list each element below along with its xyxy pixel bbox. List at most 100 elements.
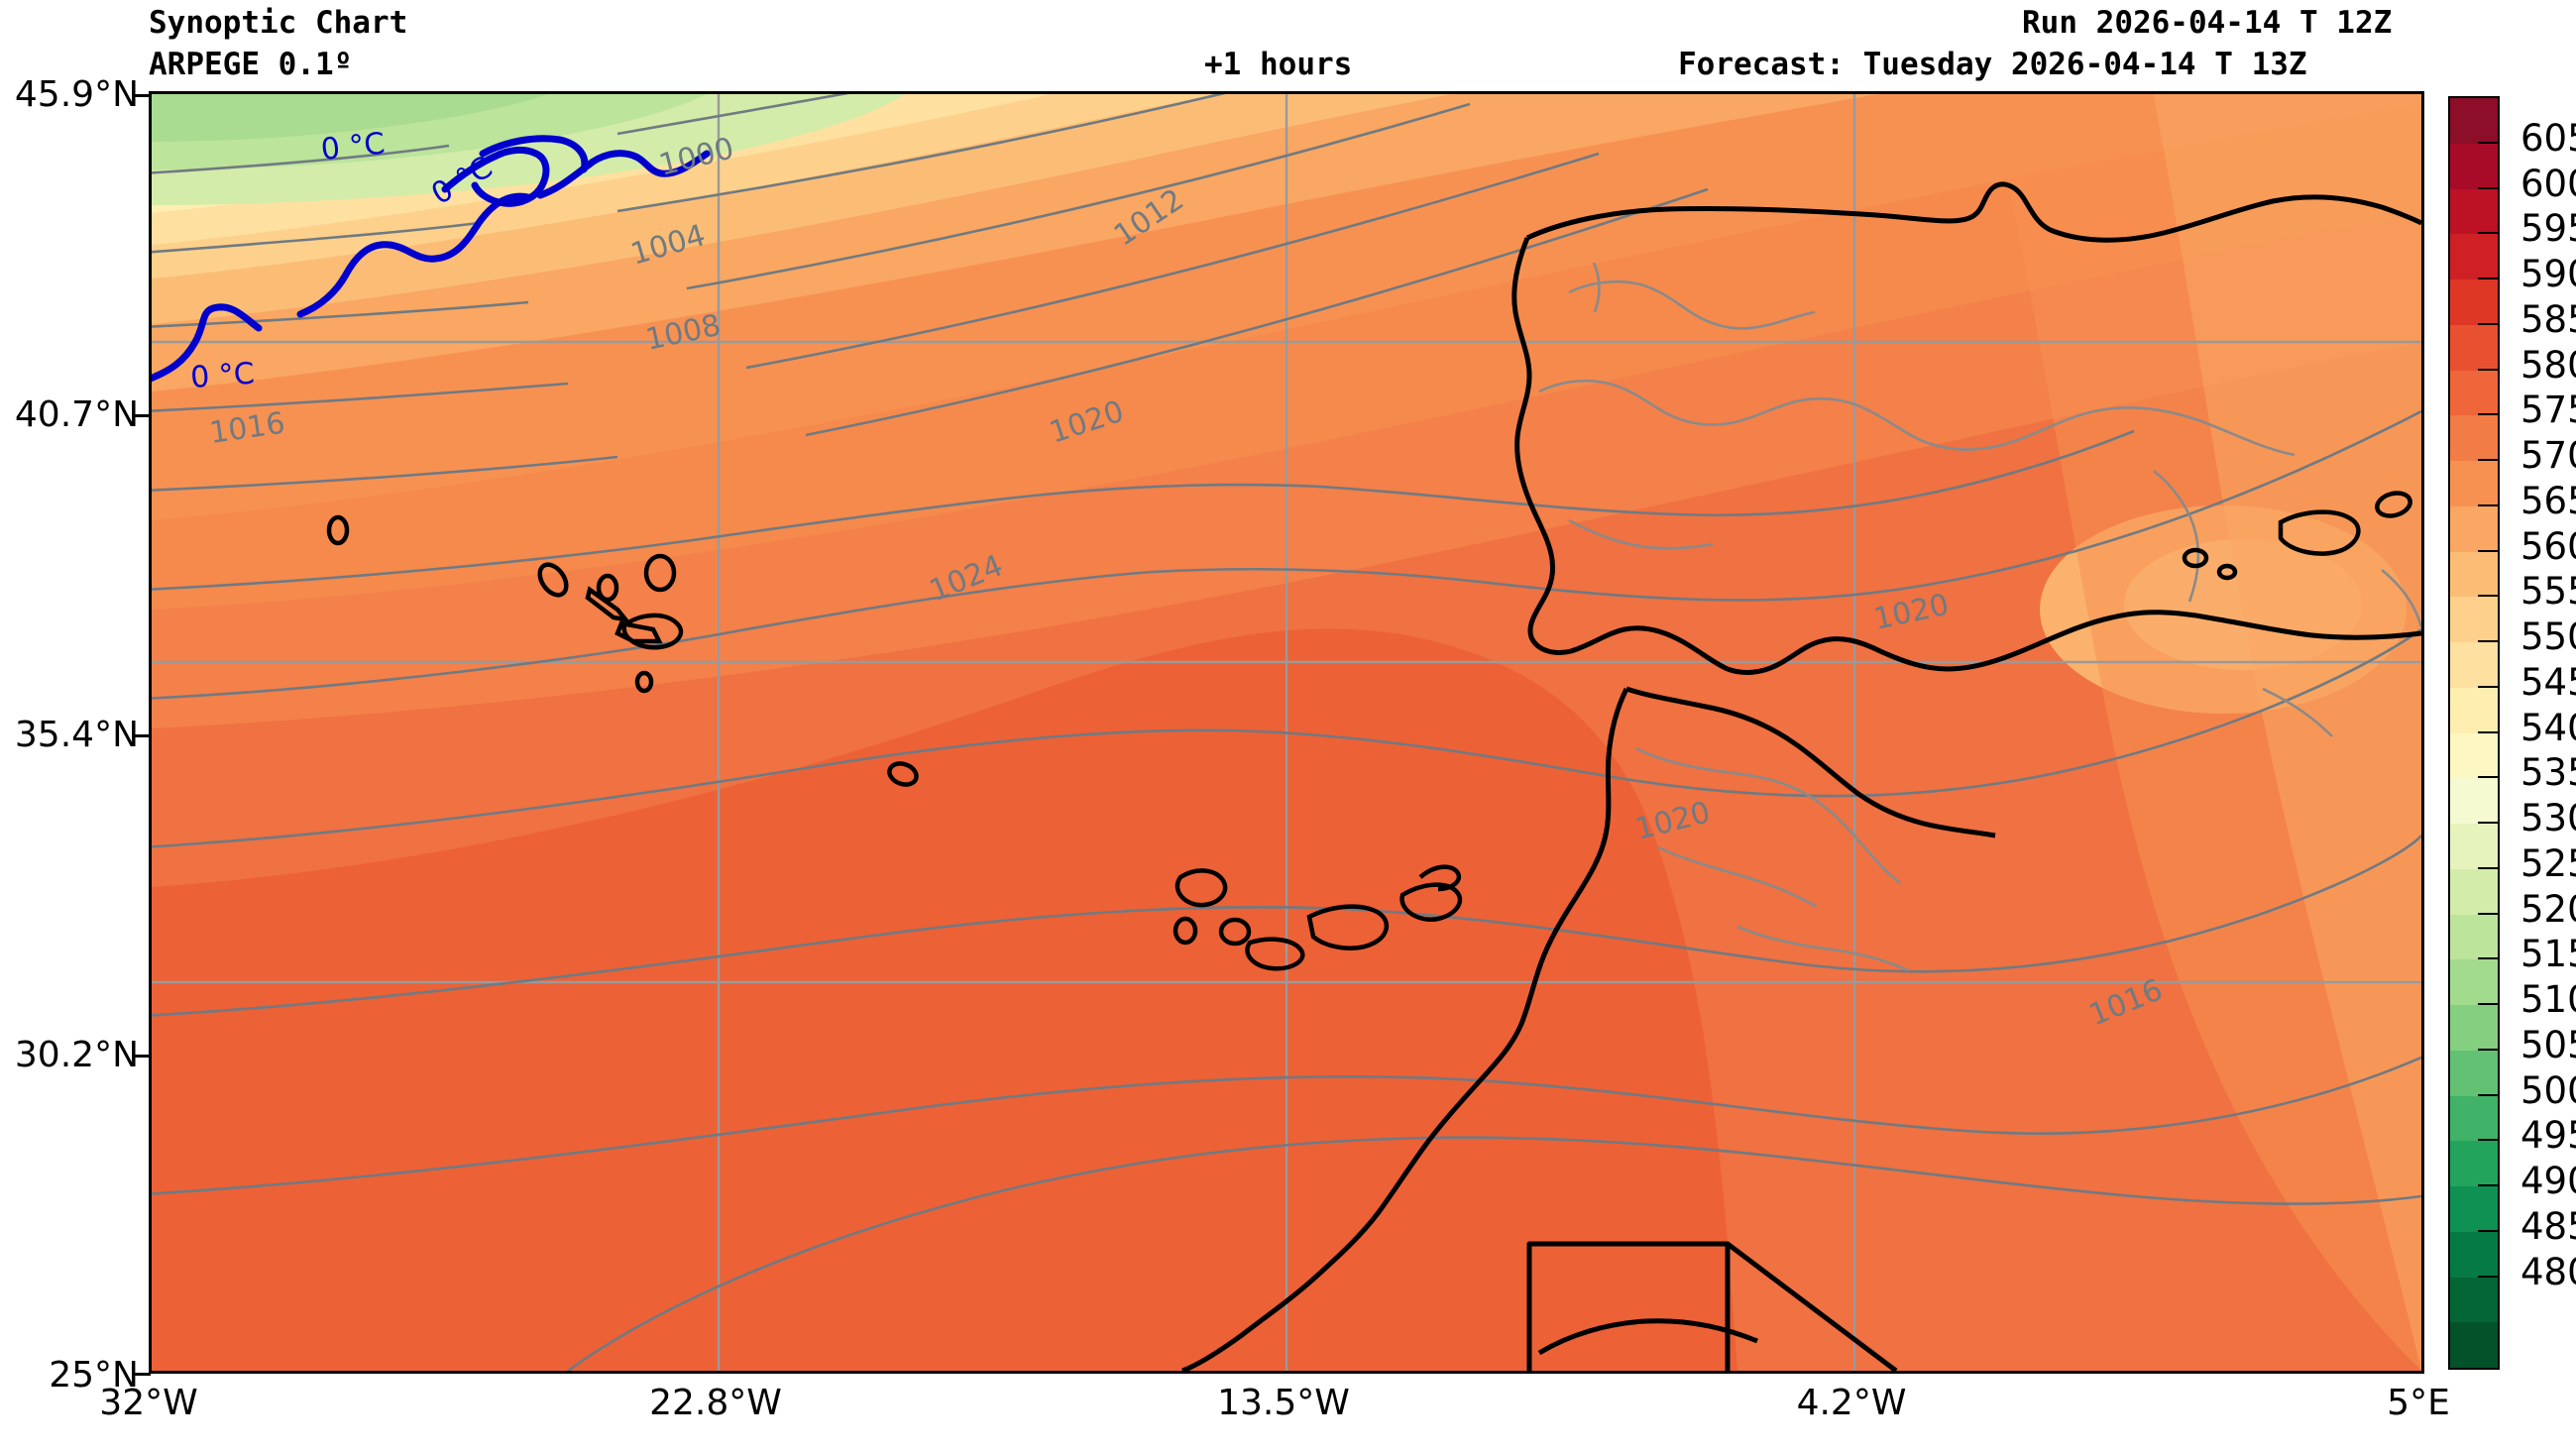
colorbar-tick-label: 605 bbox=[2520, 116, 2576, 160]
colorbar-tick-label: 555 bbox=[2520, 570, 2576, 614]
colorbar-tick-label: 490 bbox=[2520, 1160, 2576, 1202]
colorbar-tick-mark bbox=[2478, 413, 2500, 416]
map-plot-area: 1000 1004 1008 1012 1016 1020 1024 1020 … bbox=[149, 91, 2424, 1374]
colorbar-tick-label: 485 bbox=[2520, 1204, 2576, 1248]
colorbar[interactable] bbox=[2448, 96, 2500, 1370]
colorbar-segment bbox=[2450, 868, 2498, 915]
map-canvas: 1000 1004 1008 1012 1016 1020 1024 1020 … bbox=[152, 94, 2421, 1371]
lat-tick: 30.2°N bbox=[14, 1035, 139, 1075]
colorbar-tick-label: 535 bbox=[2520, 751, 2576, 795]
colorbar-tick-label: 515 bbox=[2520, 933, 2576, 976]
colorbar-tick-mark bbox=[2478, 1139, 2500, 1142]
coastline bbox=[1181, 181, 2421, 1371]
run-label: Run 2026-04-14 T 12Z bbox=[2022, 5, 2393, 41]
colorbar-tick-mark bbox=[2478, 368, 2500, 371]
colorbar-tick-mark bbox=[2478, 459, 2500, 461]
freezing-label: 0 °C bbox=[319, 126, 387, 168]
colorbar-tick-mark bbox=[2478, 1048, 2500, 1051]
lon-tick: 4.2°W bbox=[1796, 1383, 1907, 1423]
colorbar-segment bbox=[2450, 551, 2498, 598]
colorbar-tick-mark bbox=[2478, 822, 2500, 824]
colorbar-tick-mark bbox=[2478, 141, 2500, 144]
colorbar-segment bbox=[2450, 778, 2498, 824]
colorbar-tick-mark bbox=[2478, 595, 2500, 598]
band-585 bbox=[152, 628, 1737, 1371]
colorbar-tick-label: 585 bbox=[2520, 297, 2576, 341]
lat-tick-mark bbox=[135, 414, 151, 417]
colorbar-tick-mark bbox=[2478, 912, 2500, 915]
colorbar-tick-label: 480 bbox=[2520, 1250, 2576, 1293]
chart-header: Synoptic Chart ARPEGE 0.1º +1 hours Run … bbox=[0, 0, 2576, 91]
colorbar-segment bbox=[2450, 415, 2498, 461]
lat-tick-mark bbox=[135, 734, 151, 737]
colorbar-tick-label: 575 bbox=[2520, 389, 2576, 432]
colorbar-segment bbox=[2450, 1231, 2498, 1278]
colorbar-tick-mark bbox=[2478, 866, 2500, 869]
lead-time-label: +1 hours bbox=[1204, 47, 1353, 82]
lat-tick-mark bbox=[135, 1055, 151, 1058]
lon-tick: 13.5°W bbox=[1217, 1383, 1350, 1423]
colorbar-tick-label: 580 bbox=[2520, 343, 2576, 387]
colorbar-segment bbox=[2450, 1141, 2498, 1186]
colorbar-segment bbox=[2450, 1186, 2498, 1232]
colorbar-tick-label: 600 bbox=[2520, 162, 2576, 205]
colorbar-tick-mark bbox=[2478, 640, 2500, 642]
colorbar-tick-label: 495 bbox=[2520, 1114, 2576, 1158]
colorbar-segment bbox=[2450, 98, 2498, 144]
lat-tick: 45.9°N bbox=[14, 74, 139, 115]
colorbar-tick-label: 520 bbox=[2520, 887, 2576, 931]
colorbar-segment bbox=[2450, 597, 2498, 642]
colorbar-segment bbox=[2450, 370, 2498, 416]
freezing-level-contour bbox=[152, 135, 711, 383]
colorbar-tick-mark bbox=[2478, 186, 2500, 189]
colorbar-tick-label: 570 bbox=[2520, 434, 2576, 477]
page-title: Synoptic Chart bbox=[149, 5, 408, 41]
colorbar-segment bbox=[2450, 1005, 2498, 1051]
colorbar-tick-mark bbox=[2478, 1184, 2500, 1186]
colorbar-segment bbox=[2450, 188, 2498, 235]
lat-tick-mark bbox=[135, 94, 151, 97]
colorbar-segment bbox=[2450, 324, 2498, 371]
colorbar-segment bbox=[2450, 687, 2498, 733]
colorbar-tick-mark bbox=[2478, 685, 2500, 688]
admin-borders bbox=[1538, 262, 2421, 972]
model-label: ARPEGE 0.1º bbox=[149, 47, 353, 82]
freezing-label: 0 °C bbox=[189, 357, 256, 395]
colorbar-tick-mark bbox=[2478, 232, 2500, 235]
colorbar-tick-mark bbox=[2478, 1229, 2500, 1232]
colorbar-segment bbox=[2450, 914, 2498, 960]
colorbar-segment bbox=[2450, 1050, 2498, 1096]
colorbar-segment bbox=[2450, 824, 2498, 869]
colorbar-tick-label: 540 bbox=[2520, 706, 2576, 749]
colorbar-tick-mark bbox=[2478, 730, 2500, 733]
colorbar-tick-mark bbox=[2478, 1003, 2500, 1005]
colorbar-tick-mark bbox=[2478, 503, 2500, 506]
colorbar-tick-mark bbox=[2478, 278, 2500, 279]
lon-tick: 5°E bbox=[2387, 1383, 2450, 1423]
colorbar-segment bbox=[2450, 732, 2498, 779]
colorbar-tick-label: 590 bbox=[2520, 253, 2576, 295]
colorbar-tick-label: 565 bbox=[2520, 479, 2576, 522]
islands bbox=[326, 491, 2412, 971]
lat-tick-mark bbox=[135, 1373, 151, 1376]
isobar-lines bbox=[152, 94, 2421, 1371]
colorbar-tick-mark bbox=[2478, 776, 2500, 779]
colorbar-segment bbox=[2450, 1322, 2498, 1368]
colorbar-tick-label: 510 bbox=[2520, 978, 2576, 1021]
lat-tick: 25°N bbox=[49, 1355, 139, 1396]
colorbar-segment bbox=[2450, 642, 2498, 688]
colorbar-tick-mark bbox=[2478, 549, 2500, 552]
colorbar-segment bbox=[2450, 959, 2498, 1005]
colorbar-tick-label: 545 bbox=[2520, 660, 2576, 704]
colorbar-tick-label: 505 bbox=[2520, 1023, 2576, 1066]
colorbar-tick-label: 560 bbox=[2520, 524, 2576, 568]
lon-tick: 32°W bbox=[99, 1383, 198, 1423]
colorbar-segment bbox=[2450, 505, 2498, 552]
lat-tick: 35.4°N bbox=[14, 715, 139, 755]
colorbar-tick-mark bbox=[2478, 1275, 2500, 1278]
band-iberia-east2 bbox=[2153, 94, 2421, 1371]
colorbar-tick-label: 550 bbox=[2520, 615, 2576, 658]
lon-tick: 22.8°W bbox=[649, 1383, 782, 1423]
colorbar-segment bbox=[2450, 234, 2498, 279]
colorbar-segment bbox=[2450, 143, 2498, 189]
